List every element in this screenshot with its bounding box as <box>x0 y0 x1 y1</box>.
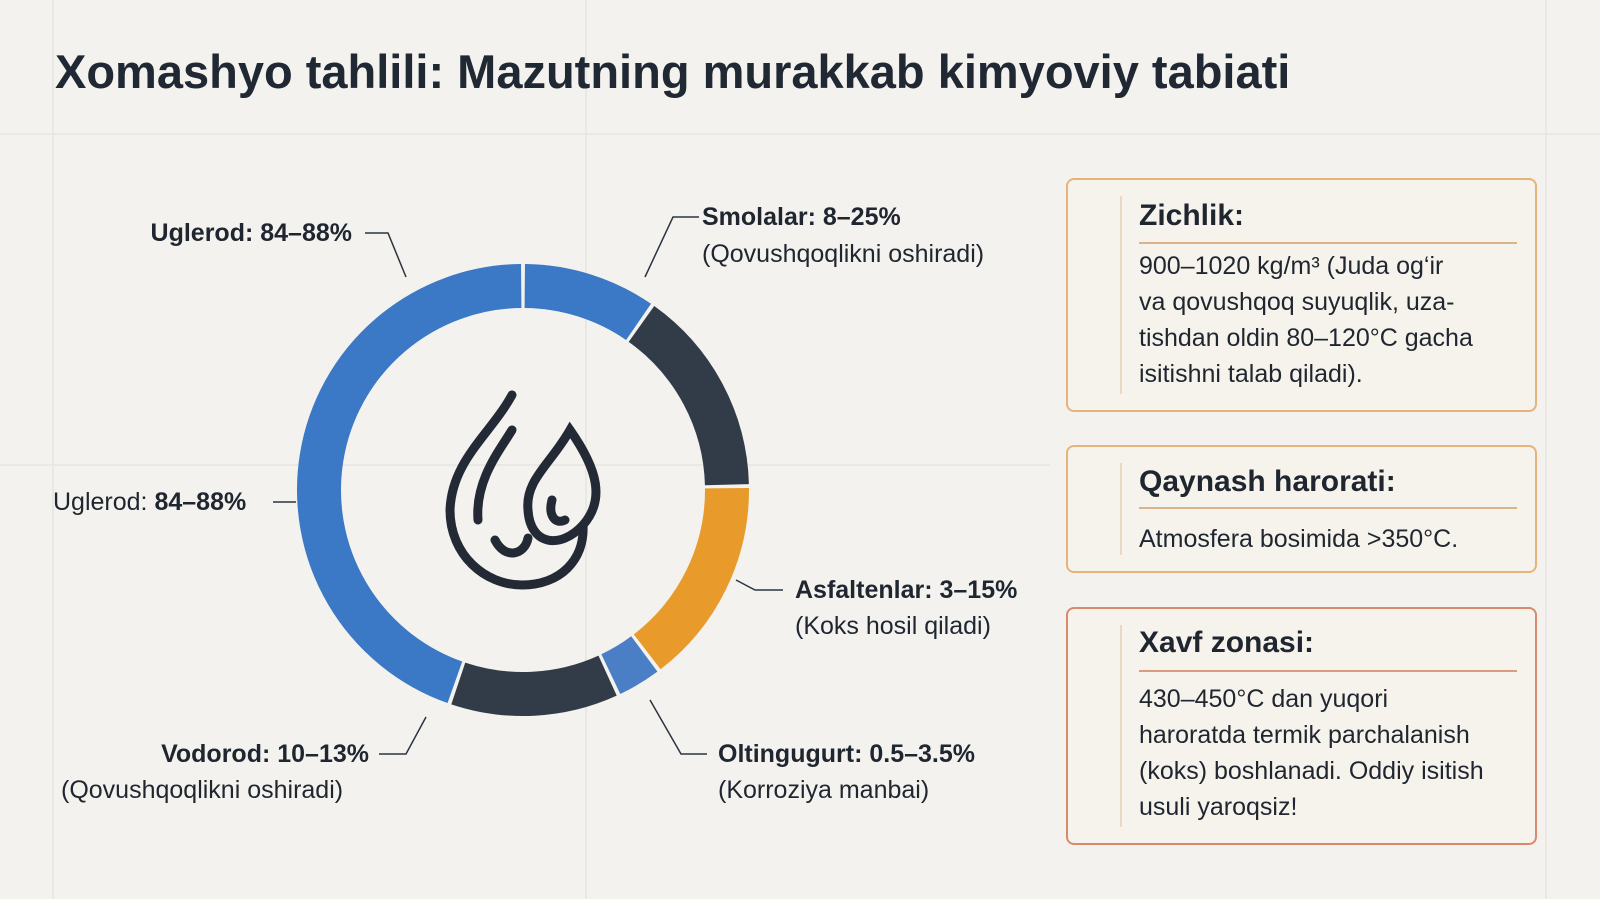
label: Vodorod: 10–13% <box>161 740 369 768</box>
title: Xomashyo tahlili: Mazutning murakkab kim… <box>55 45 1291 98</box>
card: Xavf zonasi: 430–450°C dan yuqori harorat… <box>1066 607 1537 845</box>
note: (Koks hosil qiladi) <box>795 612 991 640</box>
body-line: haroratda termik parchalanish <box>1139 721 1470 749</box>
body-line: va qovushqoq suyuqlik, uza- <box>1139 288 1455 316</box>
body-line: tishdan oldin 80–120°C gacha <box>1139 324 1473 352</box>
donut-segment <box>633 487 749 670</box>
rule <box>1139 670 1517 672</box>
note: (Qovushqoqlikni oshiradi) <box>61 776 344 804</box>
divider <box>1120 196 1122 394</box>
body-line: usuli yaroqsiz! <box>1139 793 1298 821</box>
label: Uglerod: 84–88% <box>150 219 352 247</box>
card-title: Qaynash harorati: <box>1139 465 1396 498</box>
rule <box>1139 242 1517 244</box>
body-line: Atmosfera bosimida >350°C. <box>1139 525 1459 553</box>
divider <box>1120 463 1122 555</box>
label: Oltingugurt: 0.5–3.5% <box>718 740 975 768</box>
card-title: Zichlik: <box>1139 199 1245 232</box>
card-body: 900–1020 kg/m³ (Juda og‘ir va qovushqoq s… <box>1139 248 1473 392</box>
label: Smolalar: 8–25% <box>702 203 901 231</box>
divider <box>1120 625 1122 827</box>
card-body: 430–450°C dan yuqori haroratda termik par… <box>1139 681 1484 825</box>
donut-segment <box>628 306 749 486</box>
label: Asfaltenlar: 3–15% <box>795 576 1018 604</box>
donut-segment <box>297 264 522 704</box>
leader-lines <box>273 216 783 755</box>
body-line: isitishni talab qiladi). <box>1139 360 1363 388</box>
card: Qaynash harorati: Atmosfera bosimida >35… <box>1066 445 1537 573</box>
donut-segment <box>451 655 617 716</box>
note: (Korroziya manbai) <box>718 776 930 804</box>
card-title: Xavf zonasi: <box>1139 626 1315 659</box>
oil-icon <box>445 390 601 590</box>
label: Uglerod: 84–88% <box>53 487 246 517</box>
body-line: (koks) boshlanadi. Oddiy isitish <box>1139 757 1484 785</box>
donut-segment <box>524 264 652 341</box>
donut-segment <box>600 636 658 694</box>
body-line: 900–1020 kg/m³ (Juda og‘ir <box>1139 252 1444 280</box>
rule <box>1139 507 1517 509</box>
label-value: 84–88% <box>154 488 247 516</box>
label-name: Uglerod: <box>53 488 148 516</box>
donut <box>297 264 749 716</box>
card-body: Atmosfera bosimida >350°C. <box>1139 521 1458 557</box>
note: (Qovushqoqlikni oshiradi) <box>702 240 985 268</box>
body-line: 430–450°C dan yuqori <box>1139 685 1389 713</box>
card: Zichlik: 900–1020 kg/m³ (Juda og‘ir va qo… <box>1066 178 1537 412</box>
